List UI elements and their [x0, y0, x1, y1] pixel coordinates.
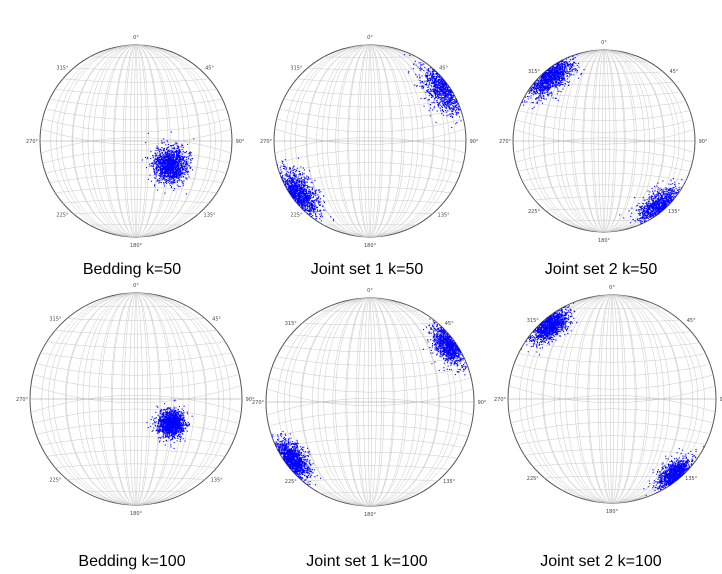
stereonet-joint-set-2-k100: 0° 45° 90° 135° 180° 225° 270° 315° [494, 285, 722, 515]
tick-label: 270° [494, 397, 507, 403]
tick-label: 135° [438, 213, 451, 219]
tick-label: 180° [130, 511, 143, 517]
tick-label: 225° [285, 479, 298, 485]
tick-label: 180° [598, 238, 611, 244]
tick-label: 315° [49, 316, 62, 322]
tick-label: 45° [687, 318, 696, 324]
tick-label: 270° [260, 139, 273, 145]
tick-label: 225° [527, 476, 540, 482]
tick-label: 270° [26, 139, 39, 145]
tick-label: 315° [290, 65, 303, 71]
tick-label: 0° [367, 35, 373, 41]
tick-label: 270° [252, 400, 265, 406]
tick-label: 315° [285, 321, 298, 327]
stereonet-bedding-k100: 0° 45° 90° 135° 180° 225° 270° 315° [16, 283, 255, 517]
tick-label: 270° [16, 397, 29, 403]
tick-label: 45° [212, 316, 221, 322]
tick-label: 135° [668, 209, 681, 215]
tick-label: 90° [699, 139, 708, 145]
tick-label: 225° [56, 213, 69, 219]
tick-label: 225° [49, 478, 62, 484]
stereonet-joint-set-1-k50: 0° 45° 90° 135° 180° 225° 270° 315° [260, 35, 479, 249]
caption-bedding-k100: Bedding k=100 [78, 553, 185, 570]
pole-cluster [514, 300, 708, 502]
pole-cluster [146, 399, 193, 449]
tick-label: 180° [606, 509, 619, 515]
tick-label: 0° [133, 35, 139, 41]
tick-label: 90° [470, 139, 479, 145]
stereonet-bedding-k50: 0° 45° 90° 135° 180° 225° 270° 315° [26, 35, 245, 249]
pole-cluster [141, 131, 195, 195]
caption-bedding-k50: Bedding k=50 [83, 261, 181, 278]
tick-label: 0° [367, 288, 373, 294]
tick-label: 180° [130, 243, 143, 249]
tick-label: 0° [133, 283, 139, 289]
tick-label: 180° [364, 512, 377, 518]
tick-label: 135° [685, 476, 698, 482]
caption-joint-set-1-k50: Joint set 1 k=50 [311, 261, 424, 278]
tick-label: 180° [364, 243, 377, 249]
caption-joint-set-1-k100: Joint set 1 k=100 [306, 553, 428, 570]
tick-label: 315° [528, 69, 541, 75]
tick-label: 90° [246, 397, 255, 403]
stereonet-joint-set-2-k50: 0° 45° 90° 135° 180° 225° 270° 315° [499, 40, 708, 244]
tick-label: 45° [205, 65, 214, 71]
tick-label: 45° [445, 321, 454, 327]
equal-area-grid [508, 295, 716, 503]
caption-joint-set-2-k100: Joint set 2 k=100 [540, 553, 662, 570]
tick-label: 0° [609, 285, 615, 291]
tick-label: 315° [56, 65, 69, 71]
stereonet-joint-set-1-k100: 0° 45° 90° 135° 180° 225° 270° 315° [252, 288, 487, 518]
tick-label: 90° [720, 397, 722, 403]
tick-label: 90° [478, 400, 487, 406]
caption-joint-set-2-k50: Joint set 2 k=50 [545, 261, 658, 278]
tick-label: 45° [439, 65, 448, 71]
tick-label: 0° [601, 40, 607, 46]
tick-label: 135° [204, 213, 217, 219]
tick-label: 135° [211, 478, 224, 484]
tick-label: 45° [670, 69, 679, 75]
equal-area-grid [30, 293, 242, 505]
tick-label: 90° [236, 139, 245, 145]
equal-area-grid [513, 50, 695, 232]
tick-label: 135° [443, 479, 456, 485]
tick-label: 225° [528, 209, 541, 215]
tick-label: 315° [527, 318, 540, 324]
tick-label: 270° [499, 139, 512, 145]
tick-label: 225° [290, 213, 303, 219]
